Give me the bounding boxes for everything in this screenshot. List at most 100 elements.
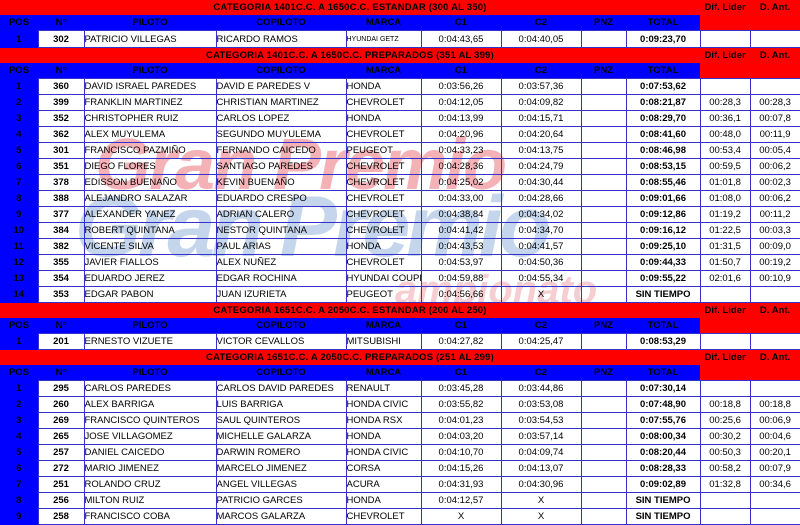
row-gap-to-leader — [699, 78, 751, 95]
row-codriver-name: MICHELLE GALARZA — [215, 428, 347, 445]
table-row[interactable]: 4 265 JOSE VILLAGOMEZ MICHELLE GALARZA HONDA… — [0, 428, 800, 445]
row-codriver-name: PATRICIO GARCES — [215, 492, 347, 509]
row-codriver-name: LUIS BARRIGA — [215, 396, 347, 413]
row-stage1-time: 0:04:12,57 — [420, 492, 502, 509]
table-row[interactable]: 10 384 ROBERT QUINTANA NESTOR QUINTANA CHEVR… — [0, 222, 800, 239]
table-row[interactable]: 6 351 DIEGO FLORES SANTIAGO PAREDES CHEVROLE… — [0, 158, 800, 175]
column-header-num: N° — [38, 63, 84, 79]
row-car-brand: CHEVROLET — [345, 254, 422, 271]
d-ant-header-spacer — [750, 365, 800, 381]
row-gap-to-leader: 02:01,6 — [699, 270, 751, 287]
table-row[interactable]: 8 256 MILTON RUIZ PATRICIO GARCES HONDA 0:04:… — [0, 492, 800, 509]
row-car-brand-text: PEUGEOT — [346, 289, 393, 300]
row-gap-to-leader: 01:22,5 — [699, 222, 751, 239]
table-row[interactable]: 7 378 EDISSON BUENAÑO KEVIN BUENAÑO CHEVROLE… — [0, 174, 800, 191]
dif-lider-header: Dif. Lider — [700, 302, 751, 318]
row-codriver-name: CARLOS DAVID PAREDES — [215, 380, 347, 397]
table-row[interactable]: 9 258 FRANCISCO COBA MARCOS GALARZA CHEVROLE… — [0, 508, 800, 525]
row-position: 8 — [0, 190, 38, 207]
dif-lider-header: Dif. Lider — [700, 0, 751, 15]
row-car-brand: CHEVROLET — [345, 158, 422, 175]
row-stage2-time: 0:04:09,82 — [500, 94, 582, 111]
row-codriver-name: DARWIN ROMERO — [215, 444, 347, 461]
row-position: 9 — [0, 508, 38, 525]
d-ant-header-spacer — [750, 15, 800, 31]
row-car-brand-text: HONDA — [346, 81, 381, 92]
table-row[interactable]: 5 301 FRANCISCO PAZMIÑO FERNANDO CAICEDO PEU… — [0, 142, 800, 159]
row-stage2-time: X — [500, 508, 582, 525]
table-row[interactable]: 1 201 ERNESTO VIZUETE VICTOR CEVALLOS MITSUB… — [0, 333, 800, 350]
row-driver-name: ROLANDO CRUZ — [83, 476, 217, 493]
row-gap-to-previous — [749, 30, 800, 48]
table-row[interactable]: 14 353 EDGAR PABON JUAN IZURIETA PEUGEOT 0:04… — [0, 286, 800, 303]
row-car-number: 355 — [37, 254, 85, 271]
row-stage1-time: 0:04:33,23 — [420, 142, 502, 159]
row-penalty — [580, 222, 627, 239]
row-car-brand-text: HYUNDAI GETZ — [346, 36, 399, 43]
column-header-row: POS N° PILOTO COPILOTO MARCA C1 C2 PNZ TOTAL — [0, 318, 800, 334]
row-total-time: 0:09:12,86 — [625, 206, 701, 223]
row-driver-name: PATRICIO VILLEGAS — [83, 30, 217, 48]
row-stage2-time: 0:04:50,36 — [500, 254, 582, 271]
row-stage2-time: 0:04:40,05 — [500, 30, 582, 48]
table-row[interactable]: 4 362 ALEX MUYULEMA SEGUNDO MUYULEMA CHEVROL… — [0, 126, 800, 143]
table-row[interactable]: 13 354 EDUARDO JEREZ EDGAR ROCHINA HYUNDAI C… — [0, 270, 800, 287]
category-title-row: CATEGORIA 1651C.C. A 2050C.C. PREPARADOS… — [0, 349, 800, 365]
row-penalty — [580, 206, 627, 223]
column-header-row: POS N° PILOTO COPILOTO MARCA C1 C2 PNZ TOTAL — [0, 15, 800, 31]
row-car-brand: CORSA — [345, 460, 422, 477]
row-penalty — [580, 94, 627, 111]
row-codriver-name: CARLOS LOPEZ — [215, 110, 347, 127]
row-position: 4 — [0, 126, 38, 143]
row-car-number: 201 — [37, 333, 85, 350]
row-stage2-time: 0:04:13,75 — [500, 142, 582, 159]
row-penalty — [580, 78, 627, 95]
table-row[interactable]: 12 355 JAVIER FIALLOS ALEX NUÑEZ CHEVROLET 0:… — [0, 254, 800, 271]
table-row[interactable]: 7 251 ROLANDO CRUZ ANGEL VILLEGAS ACURA 0:04:… — [0, 476, 800, 493]
row-gap-to-previous: 00:11,2 — [749, 206, 800, 223]
row-codriver-name: KEVIN BUENAÑO — [215, 174, 347, 191]
row-total-time: 0:08:46,98 — [625, 142, 701, 159]
table-row[interactable]: 8 388 ALEJANDRO SALAZAR EDUARDO CRESPO CHEVR… — [0, 190, 800, 207]
row-gap-to-previous: 00:19,2 — [749, 254, 800, 271]
row-stage2-time: 0:03:57,14 — [500, 428, 582, 445]
table-row[interactable]: 6 272 MARIO JIMENEZ MARCELO JIMENEZ CORSA 0:0… — [0, 460, 800, 477]
table-row[interactable]: 1 302 PATRICIO VILLEGAS RICARDO RAMOS HYUNDA… — [0, 30, 800, 48]
row-car-brand-text: RENAULT — [346, 383, 391, 394]
table-row[interactable]: 1 360 DAVID ISRAEL PAREDES DAVID E PAREDES … — [0, 78, 800, 95]
row-car-brand: HONDA CIVIC — [345, 396, 422, 413]
row-car-brand: CHEVROLET — [345, 206, 422, 223]
table-row[interactable]: 5 257 DANIEL CAICEDO DARWIN ROMERO HONDA CIV… — [0, 444, 800, 461]
row-gap-to-leader — [699, 380, 751, 397]
row-codriver-name: ANGEL VILLEGAS — [215, 476, 347, 493]
table-row[interactable]: 2 399 FRANKLIN MARTINEZ CHRISTIAN MARTINEZ C… — [0, 94, 800, 111]
table-row[interactable]: 9 377 ALEXANDER YANEZ ADRIAN CALERO CHEVROLE… — [0, 206, 800, 223]
table-row[interactable]: 11 382 VICENTE SILVA PAUL ARIAS HONDA 0:04:43… — [0, 238, 800, 255]
column-header-c2: C2 — [501, 318, 581, 334]
table-row[interactable]: 3 269 FRANCISCO QUINTEROS SAUL QUINTEROS HON… — [0, 412, 800, 429]
row-car-number: 256 — [37, 492, 85, 509]
row-car-brand: HONDA — [345, 492, 422, 509]
row-total-time: SIN TIEMPO — [625, 492, 701, 509]
row-penalty — [580, 380, 627, 397]
row-position: 12 — [0, 254, 38, 271]
row-driver-name: ALEX BARRIGA — [83, 396, 217, 413]
row-position: 8 — [0, 492, 38, 509]
row-car-brand-text: HONDA — [346, 113, 381, 124]
column-header-c2: C2 — [501, 365, 581, 381]
row-codriver-name: ALEX NUÑEZ — [215, 254, 347, 271]
row-driver-name: DAVID ISRAEL PAREDES — [83, 78, 217, 95]
row-position: 5 — [0, 444, 38, 461]
row-position: 1 — [0, 380, 38, 397]
column-header-marca: MARCA — [346, 15, 421, 31]
row-total-time: SIN TIEMPO — [625, 286, 701, 303]
row-car-brand: RENAULT — [345, 380, 422, 397]
table-row[interactable]: 2 260 ALEX BARRIGA LUIS BARRIGA HONDA CIVIC 0… — [0, 396, 800, 413]
table-row[interactable]: 1 295 CARLOS PAREDES CARLOS DAVID PAREDES RE… — [0, 380, 800, 397]
category-title-row: CATEGORIA 1401C.C. A 1650C.C. PREPARADOS… — [0, 47, 800, 63]
row-penalty — [580, 508, 627, 525]
row-codriver-name: ADRIAN CALERO — [215, 206, 347, 223]
row-car-number: 257 — [37, 444, 85, 461]
table-row[interactable]: 3 352 CHRISTOPHER RUIZ CARLOS LOPEZ HONDA 0:0… — [0, 110, 800, 127]
row-penalty — [580, 460, 627, 477]
